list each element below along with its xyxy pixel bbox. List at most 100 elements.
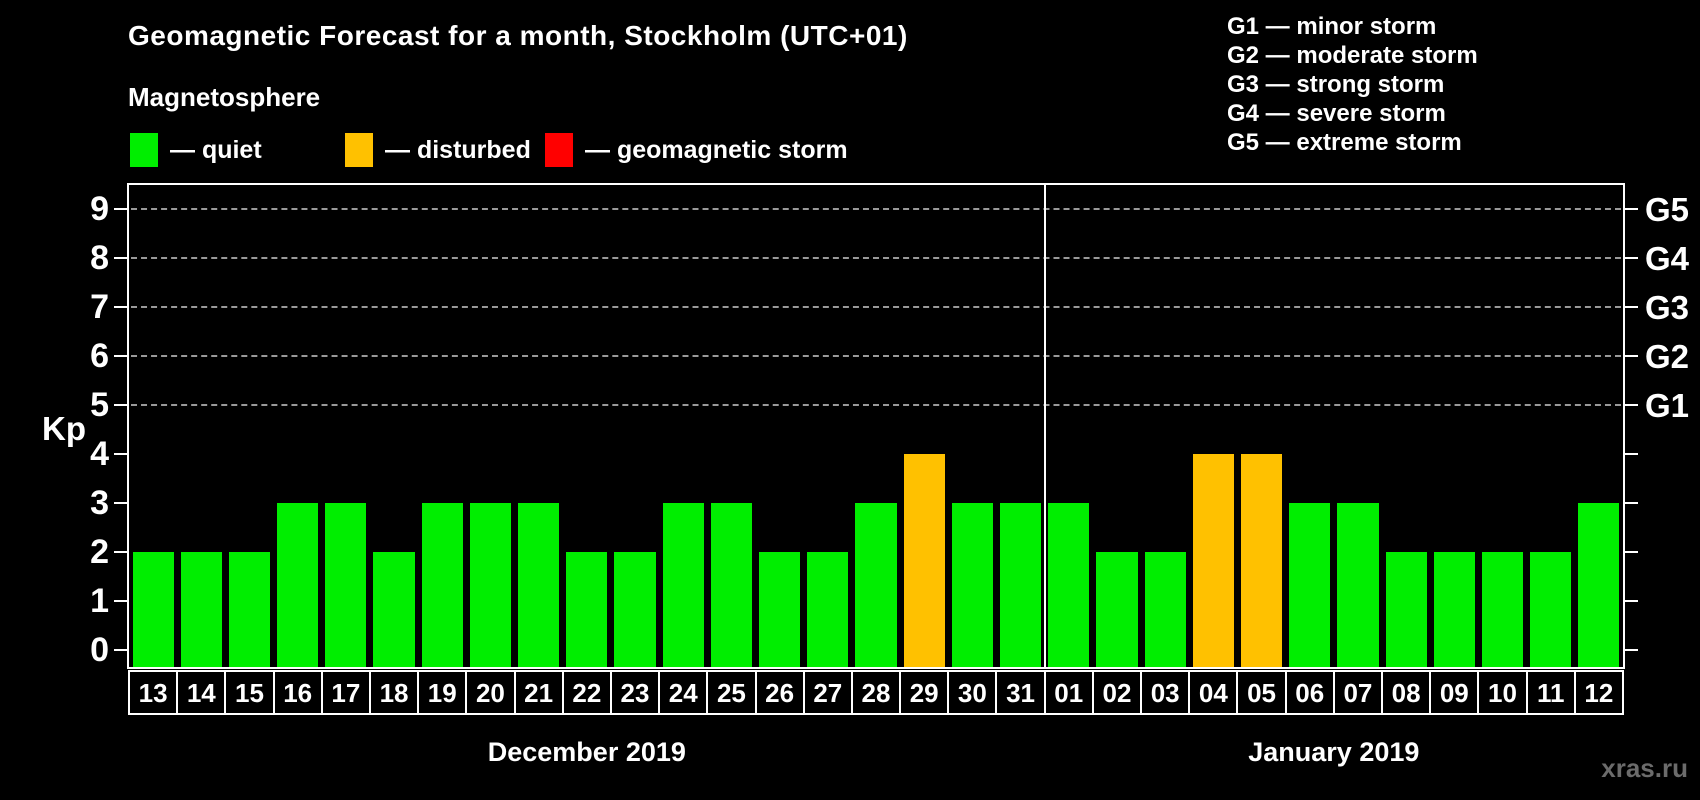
day-label-26: 26 <box>754 670 805 715</box>
day-label-10: 10 <box>1477 670 1528 715</box>
day-label-28: 28 <box>850 670 902 715</box>
month-label-1: January 2019 <box>1248 737 1420 767</box>
y-axis-tick-right <box>1625 502 1638 504</box>
kp-bar-day-04-disturbed <box>1192 454 1234 667</box>
g-scale-label-G5: G5 <box>1645 191 1690 228</box>
y-axis-tick-right <box>1625 453 1638 455</box>
kp-bar-day-22-quiet <box>566 552 608 667</box>
kp-bar-day-30-quiet <box>951 503 993 667</box>
y-axis-tick-right <box>1625 551 1638 553</box>
kp-bar-day-28-quiet <box>855 503 897 667</box>
kp-bar-day-08-quiet <box>1385 552 1427 667</box>
y-axis-tick-right <box>1625 306 1638 308</box>
kp-bar-day-03-quiet <box>1144 552 1186 667</box>
y-axis-tick-right <box>1625 257 1638 259</box>
kp-bar-day-13-quiet <box>132 552 174 667</box>
grid-line-kp6 <box>131 355 1621 357</box>
kp-bar-day-12-quiet <box>1578 503 1620 667</box>
grid-line-kp8 <box>131 257 1621 259</box>
day-label-15: 15 <box>224 670 275 715</box>
day-label-25: 25 <box>706 670 757 715</box>
day-label-18: 18 <box>368 670 420 715</box>
y-tick-label-5: 5 <box>90 386 109 424</box>
grid-line-kp5 <box>131 404 1621 406</box>
day-label-06: 06 <box>1284 670 1335 715</box>
kp-bar-day-15-quiet <box>228 552 271 667</box>
y-tick-label-9: 9 <box>90 190 109 228</box>
g-scale-label-G4: G4 <box>1645 240 1690 277</box>
y-tick-label-2: 2 <box>90 533 109 571</box>
day-label-22: 22 <box>561 670 612 715</box>
kp-bar-day-31-quiet <box>999 503 1042 667</box>
y-axis-tick-left <box>114 600 127 602</box>
y-axis-tick-left <box>114 355 127 357</box>
y-tick-label-7: 7 <box>90 288 109 326</box>
chart-title: Geomagnetic Forecast for a month, Stockh… <box>128 20 908 51</box>
storm-scale-legend-line: G3 — strong storm <box>1227 71 1445 98</box>
day-label-02: 02 <box>1091 670 1143 715</box>
day-label-31: 31 <box>995 670 1046 715</box>
g-scale-label-G3: G3 <box>1645 289 1690 326</box>
kp-bar-day-19-quiet <box>421 503 463 667</box>
kp-bar-day-05-disturbed <box>1240 454 1283 667</box>
kp-bar-day-20-quiet <box>469 503 512 667</box>
storm-scale-legend: G1 — minor storm G2 — moderate storm G3 — … <box>1227 12 1478 157</box>
y-axis-tick-right <box>1625 355 1638 357</box>
legend-label-disturbed: — disturbed <box>385 136 531 164</box>
plot-frame <box>127 183 1625 669</box>
kp-bar-day-06-quiet <box>1289 503 1331 667</box>
kp-bar-day-16-quiet <box>277 503 319 667</box>
y-axis-tick-right <box>1625 208 1638 210</box>
y-axis-tick-right <box>1625 649 1638 651</box>
day-label-01: 01 <box>1043 670 1094 715</box>
y-axis-tick-left <box>114 257 127 259</box>
kp-bar-day-14-quiet <box>180 552 222 667</box>
legend-swatch-disturbed <box>345 133 373 167</box>
day-label-20: 20 <box>465 670 516 715</box>
day-label-08: 08 <box>1381 670 1432 715</box>
month-label-0: December 2019 <box>487 737 686 767</box>
day-label-13: 13 <box>128 670 179 715</box>
kp-bar-day-21-quiet <box>518 503 560 667</box>
y-axis-tick-left <box>114 551 127 553</box>
day-label-23: 23 <box>609 670 661 715</box>
y-axis-tick-left <box>114 208 127 210</box>
day-label-29: 29 <box>899 670 950 715</box>
storm-scale-legend-line: G4 — severe storm <box>1227 100 1446 127</box>
chart-subtitle: Magnetosphere <box>128 82 321 112</box>
day-label-04: 04 <box>1188 670 1239 715</box>
y-axis-tick-right <box>1625 404 1638 406</box>
day-label-19: 19 <box>417 670 468 715</box>
y-tick-label-4: 4 <box>90 435 109 473</box>
kp-bar-day-02-quiet <box>1096 552 1138 667</box>
y-tick-label-0: 0 <box>90 631 109 669</box>
kp-bar-day-10-quiet <box>1481 552 1524 667</box>
day-label-03: 03 <box>1140 670 1191 715</box>
storm-scale-legend-line: G1 — minor storm <box>1227 13 1437 40</box>
day-label-21: 21 <box>513 670 564 715</box>
kp-bar-day-23-quiet <box>614 552 656 667</box>
kp-bar-day-07-quiet <box>1337 503 1379 667</box>
y-axis-title: Kp <box>42 409 86 447</box>
day-label-27: 27 <box>802 670 853 715</box>
y-axis-tick-left <box>114 306 127 308</box>
kp-bar-day-18-quiet <box>373 552 415 667</box>
y-axis-tick-right <box>1625 600 1638 602</box>
day-label-30: 30 <box>947 670 998 715</box>
legend-swatch-quiet <box>130 133 158 167</box>
kp-bar-day-11-quiet <box>1530 552 1572 667</box>
grid-line-kp7 <box>131 306 1621 308</box>
g-scale-label-G2: G2 <box>1645 338 1690 375</box>
y-axis-tick-left <box>114 502 127 504</box>
y-axis-tick-left <box>114 404 127 406</box>
kp-bar-day-26-quiet <box>759 552 801 667</box>
day-label-11: 11 <box>1525 670 1576 715</box>
y-axis-tick-left <box>114 649 127 651</box>
day-label-16: 16 <box>272 670 323 715</box>
day-label-17: 17 <box>320 670 371 715</box>
kp-bar-day-29-disturbed <box>903 454 945 667</box>
storm-scale-legend-line: G5 — extreme storm <box>1227 129 1462 156</box>
y-tick-label-1: 1 <box>90 582 109 620</box>
kp-bar-day-09-quiet <box>1433 552 1475 667</box>
